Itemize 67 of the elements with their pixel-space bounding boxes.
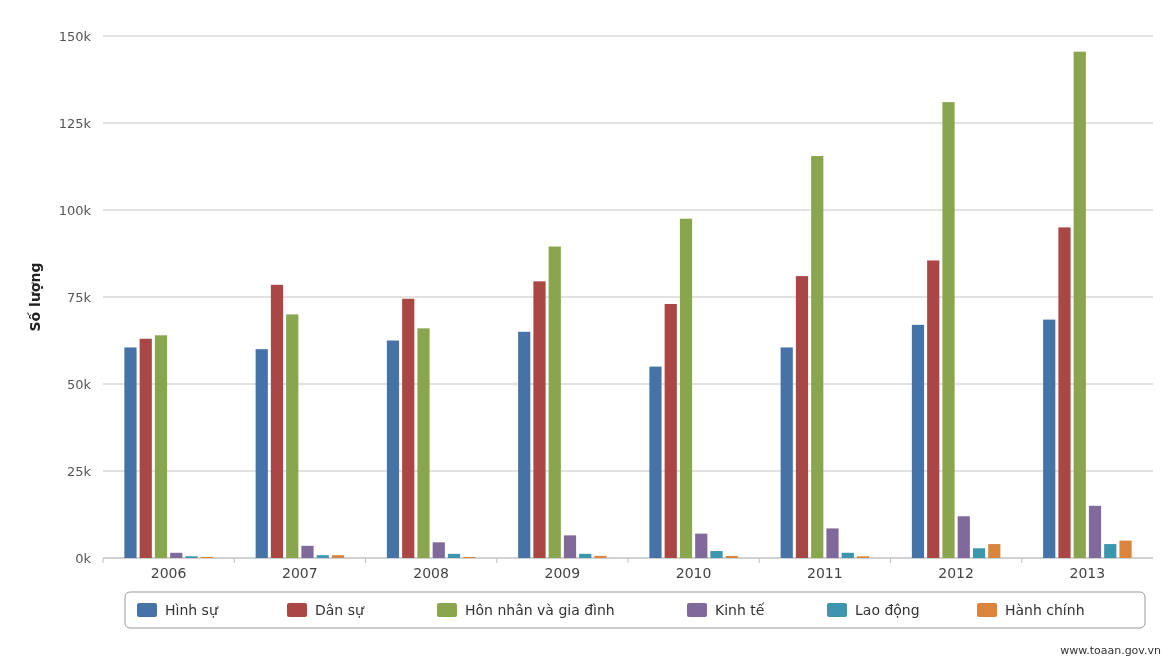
y-axis-title: Số lượng bbox=[27, 262, 43, 332]
y-tick-label: 150k bbox=[58, 28, 92, 44]
x-tick-label: 2012 bbox=[938, 565, 974, 581]
bar bbox=[957, 516, 970, 558]
bar bbox=[679, 218, 693, 558]
legend-label: Hình sự bbox=[165, 601, 219, 618]
bar bbox=[386, 340, 400, 558]
bar bbox=[725, 555, 738, 558]
x-tick-label: 2006 bbox=[150, 565, 187, 581]
bar bbox=[841, 552, 854, 558]
bar bbox=[1058, 227, 1071, 558]
x-tick-label: 2013 bbox=[1069, 565, 1106, 581]
legend-label: Hôn nhân và gia đình bbox=[465, 601, 615, 618]
bar bbox=[780, 347, 793, 558]
bar bbox=[594, 555, 607, 558]
bar bbox=[270, 284, 284, 558]
y-tick-label: 25k bbox=[66, 463, 92, 479]
bar bbox=[447, 553, 461, 558]
x-tick-label: 2011 bbox=[807, 565, 843, 581]
y-tick-label: 75k bbox=[66, 289, 92, 305]
bar bbox=[563, 535, 577, 558]
bar bbox=[1088, 505, 1102, 558]
bar bbox=[548, 246, 561, 558]
legend-label: Lao động bbox=[855, 601, 920, 618]
legend-label: Dân sự bbox=[315, 601, 365, 618]
bar bbox=[649, 366, 662, 558]
x-tick-label: 2009 bbox=[544, 565, 581, 581]
bar bbox=[1119, 540, 1132, 558]
bar bbox=[331, 555, 345, 558]
bar bbox=[1073, 51, 1086, 558]
bar bbox=[255, 349, 268, 558]
bar bbox=[139, 338, 152, 558]
legend-label: Kinh tế bbox=[715, 601, 765, 618]
bar bbox=[826, 528, 839, 558]
bar bbox=[170, 552, 183, 558]
y-tick-label: 0k bbox=[75, 550, 92, 566]
bar bbox=[417, 328, 430, 558]
bar bbox=[286, 314, 299, 558]
bar bbox=[518, 331, 531, 558]
x-tick-label: 2010 bbox=[675, 565, 712, 581]
bar bbox=[579, 553, 592, 558]
bar bbox=[432, 542, 445, 558]
bar bbox=[927, 260, 940, 558]
bar bbox=[942, 102, 955, 558]
bar bbox=[811, 156, 824, 558]
bar bbox=[710, 551, 723, 558]
bar bbox=[301, 545, 314, 558]
bar bbox=[664, 303, 677, 558]
bar bbox=[972, 548, 986, 558]
x-tick-label: 2008 bbox=[413, 565, 449, 581]
y-tick-label: 125k bbox=[58, 115, 92, 131]
text: www.toaan.gov.vn bbox=[1060, 644, 1162, 657]
bar bbox=[533, 281, 546, 558]
bar bbox=[795, 276, 809, 558]
bar bbox=[911, 324, 925, 558]
x-tick-label: 2007 bbox=[282, 565, 318, 581]
y-tick-label: 50k bbox=[66, 376, 92, 392]
bar bbox=[1043, 319, 1056, 558]
bar bbox=[124, 347, 137, 558]
bar bbox=[695, 533, 708, 558]
y-tick-label: 100k bbox=[58, 202, 92, 218]
bar bbox=[988, 544, 1001, 558]
bar bbox=[316, 555, 329, 558]
legend-label: Hành chính bbox=[1005, 601, 1085, 618]
bar bbox=[154, 335, 168, 558]
bar bbox=[1104, 544, 1117, 558]
bar bbox=[402, 298, 415, 558]
